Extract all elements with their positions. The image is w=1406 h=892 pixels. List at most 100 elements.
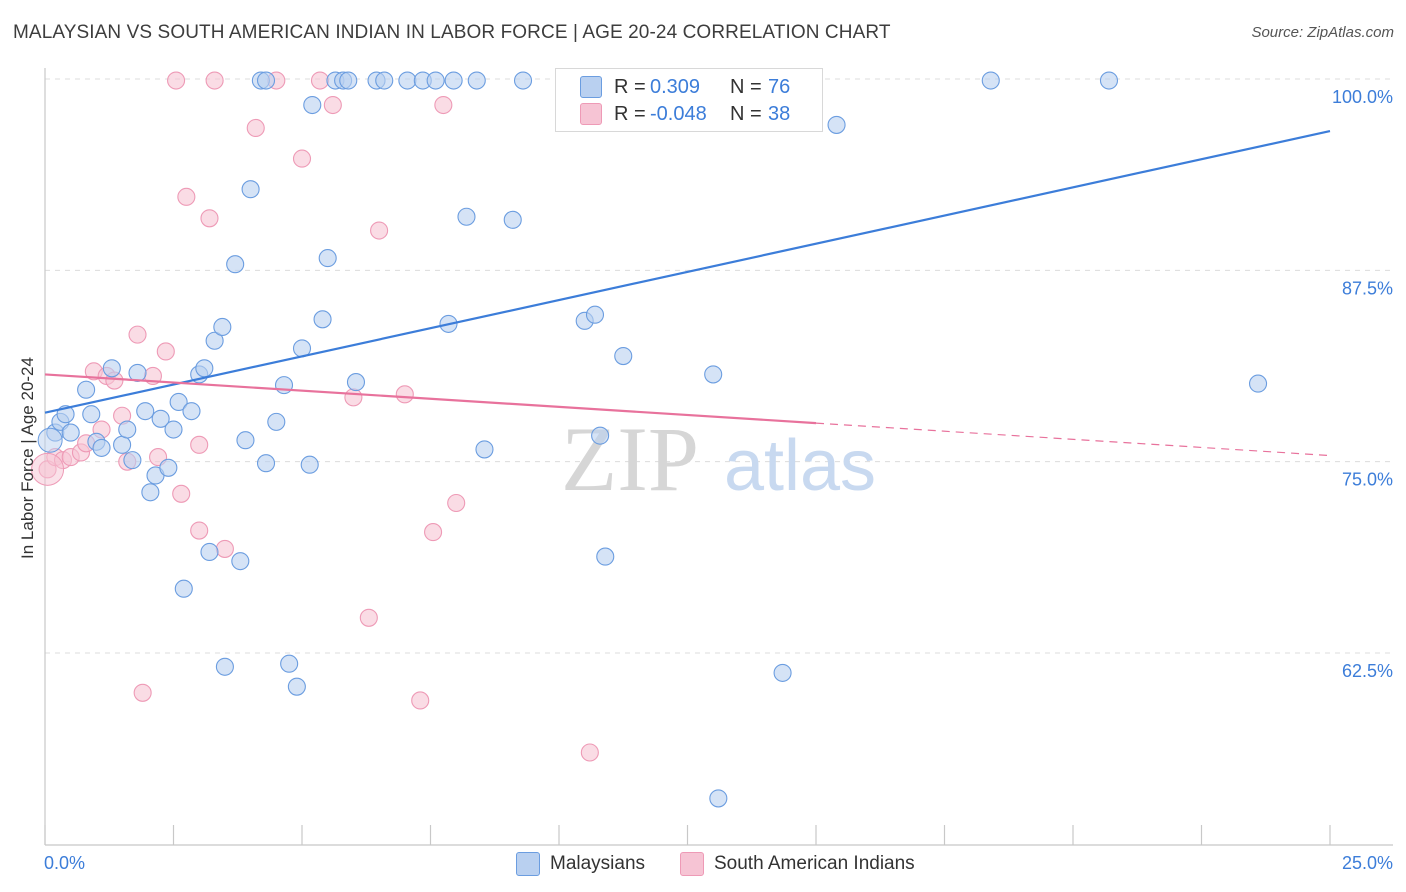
stats-legend: R = 0.309 N = 76 R = -0.048 N = 38 [555, 68, 823, 132]
south-american-indian-point [133, 683, 152, 702]
malaysian-point [596, 547, 615, 566]
r-value: -0.048 [650, 102, 707, 125]
malaysian-point [205, 331, 224, 350]
trend-lines [44, 129, 1331, 457]
malaysian-point [136, 402, 155, 421]
legend-swatch-pink [680, 852, 704, 876]
south-american-indian-point [395, 385, 414, 404]
n-value: 38 [768, 102, 791, 125]
source-credit: Source: ZipAtlas.com [1251, 24, 1394, 41]
malaysian-point [102, 359, 121, 378]
malaysian-point [113, 435, 132, 454]
south-american-indian-point [370, 221, 389, 240]
south-american-indian-point [215, 539, 234, 558]
malaysian-point [123, 451, 142, 470]
south-american-indian-point [344, 388, 363, 407]
malaysian-point [827, 115, 846, 134]
malaysian-point [169, 392, 188, 412]
malaysian-point [118, 420, 137, 439]
malaysian-point [1248, 374, 1268, 393]
n-label: N = [730, 102, 762, 125]
south-american-indian-point [172, 484, 191, 503]
malaysian-point [82, 405, 101, 424]
malaysian-point [241, 180, 260, 199]
malaysian-point [346, 373, 366, 392]
malaysian-point [467, 71, 486, 90]
malaysian-point [174, 579, 193, 598]
malaysian-point [426, 71, 445, 90]
malaysian-point [375, 71, 394, 90]
watermark-atlas: atlas [724, 426, 876, 506]
south-american-indian-point [128, 325, 147, 344]
south-american-indian-point [580, 743, 599, 762]
malaysian-point [236, 431, 255, 450]
south-american-indian-trend-line [44, 373, 817, 425]
malaysian-trend-line [44, 129, 1331, 414]
malaysian-point [398, 71, 417, 90]
south-american-indian-point [190, 435, 209, 454]
malaysian-point [300, 455, 319, 474]
y-tick-label: 62.5% [1342, 661, 1393, 681]
south-american-indian-point [323, 95, 342, 115]
malaysian-point [614, 347, 633, 366]
legend-label: South American Indians [714, 853, 915, 874]
r-label: R = [614, 75, 646, 98]
malaysian-point [1099, 71, 1119, 90]
south-american-indian-point [167, 71, 186, 90]
legend-swatch-pink [580, 103, 602, 125]
legend-row-malaysians: R = 0.309 N = 76 [580, 74, 790, 100]
malaysian-point [159, 458, 178, 477]
malaysian-point [226, 255, 245, 274]
y-tick-label: 87.5% [1342, 278, 1393, 298]
watermark-zip: ZIP [561, 408, 699, 510]
south-american-indian-point [359, 608, 378, 627]
malaysian-point [128, 363, 147, 382]
south-american-indian-point [292, 149, 312, 168]
malaysian-point [444, 71, 463, 90]
malaysian-point [503, 210, 522, 229]
south-american-indian-point [411, 691, 430, 710]
malaysian-point [92, 438, 111, 457]
malaysian-point [773, 663, 792, 682]
legend-item-malaysians[interactable]: Malaysians [516, 852, 645, 876]
south-american-indian-point [177, 187, 196, 206]
malaysian-point [585, 305, 605, 324]
series-legend: Malaysians South American Indians [0, 852, 1406, 878]
legend-item-south-american-indians[interactable]: South American Indians [680, 852, 915, 876]
south-american-indian-point [200, 209, 219, 228]
malaysian-point [475, 440, 494, 459]
malaysian-cluster [37, 427, 63, 453]
malaysian-point [141, 483, 160, 502]
malaysian-point [267, 412, 286, 431]
legend-label: Malaysians [550, 853, 646, 874]
malaysian-point [215, 657, 234, 676]
tick-labels: 62.5% 75.0% 87.5% 100.0% 0.0% 25.0% [44, 87, 1393, 873]
south-american-indian-point [310, 71, 330, 90]
legend-swatch-blue [516, 852, 540, 876]
south-american-indian-point [156, 342, 175, 361]
south-american-indian-point [447, 493, 466, 513]
south-american-indian-point [246, 118, 265, 138]
malaysian-point [457, 207, 476, 226]
south-american-indian-point [190, 521, 209, 540]
south-american-indian-cluster [31, 452, 65, 486]
malaysian-point [256, 71, 276, 90]
malaysian-point [981, 71, 1000, 90]
south-american-indian-point [424, 523, 443, 542]
malaysian-point [313, 310, 332, 329]
malaysian-point [195, 359, 214, 378]
malaysian-point [231, 552, 250, 571]
malaysian-point [151, 409, 170, 428]
malaysian-point [513, 71, 533, 90]
malaysian-point [182, 402, 201, 421]
x-tick-label: 25.0% [1342, 853, 1393, 873]
malaysian-point [274, 376, 294, 395]
x-tick-label: 0.0% [44, 853, 85, 873]
y-tick-label: 100.0% [1332, 87, 1393, 107]
malaysian-point [200, 542, 219, 562]
malaysian-point [164, 420, 183, 439]
malaysian-point [77, 380, 96, 399]
y-tick-label: 75.0% [1342, 470, 1393, 490]
south-american-indian-point [205, 71, 224, 90]
